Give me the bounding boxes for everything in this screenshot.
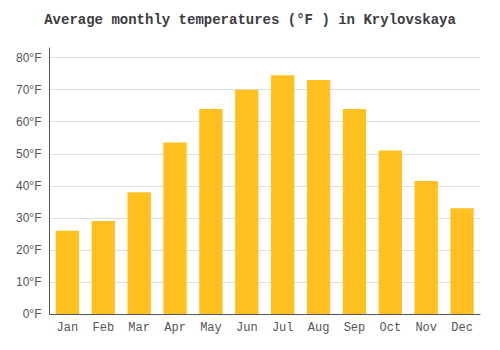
svg-text:Mar: Mar (128, 321, 150, 335)
svg-text:50°F: 50°F (16, 147, 41, 161)
svg-text:Feb: Feb (92, 321, 114, 335)
svg-text:May: May (200, 321, 222, 335)
svg-text:10°F: 10°F (16, 275, 41, 289)
svg-text:70°F: 70°F (16, 83, 41, 97)
svg-text:Jan: Jan (57, 321, 79, 335)
svg-text:Nov: Nov (415, 321, 437, 335)
svg-text:60°F: 60°F (16, 115, 41, 129)
svg-text:Aug: Aug (308, 321, 330, 335)
svg-text:Sep: Sep (344, 321, 366, 335)
svg-text:Dec: Dec (451, 321, 473, 335)
svg-text:Jul: Jul (272, 321, 294, 335)
svg-text:80°F: 80°F (16, 51, 41, 65)
svg-text:20°F: 20°F (16, 243, 41, 257)
svg-text:Average monthly temperatures (: Average monthly temperatures (°F ) in Kr… (44, 12, 456, 28)
svg-text:30°F: 30°F (16, 211, 41, 225)
svg-text:Oct: Oct (380, 321, 402, 335)
svg-text:Apr: Apr (164, 321, 186, 335)
svg-text:40°F: 40°F (16, 179, 41, 193)
svg-text:Jun: Jun (236, 321, 258, 335)
svg-text:0°F: 0°F (23, 307, 42, 321)
